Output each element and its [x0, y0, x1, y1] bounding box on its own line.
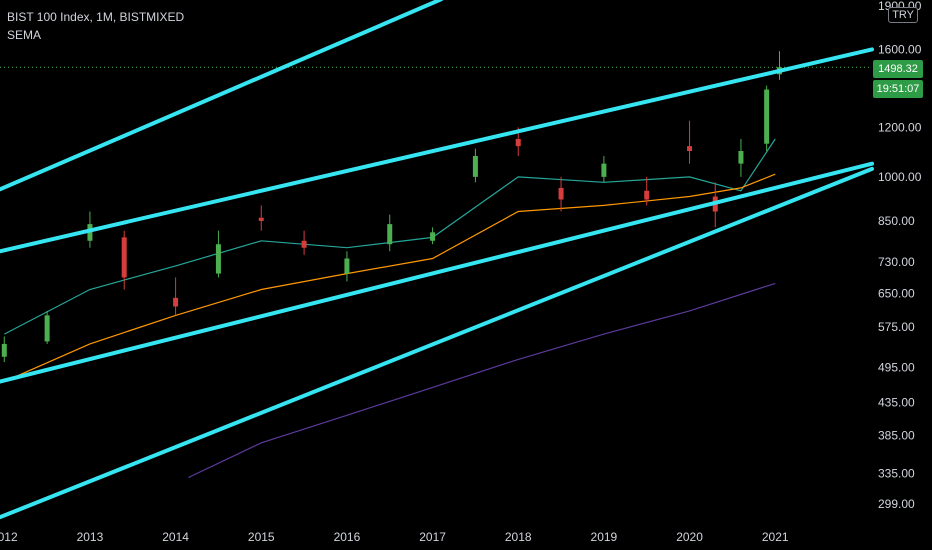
last-price-tag: 1498.32	[873, 60, 923, 78]
candle-body-9	[387, 224, 393, 245]
candle-body-10	[430, 232, 436, 241]
y-tick-label: 435.00	[878, 396, 915, 410]
channel-line-1	[0, 47, 874, 254]
x-tick-label: 2013	[77, 530, 104, 544]
x-tick-label: 2015	[248, 530, 275, 544]
y-tick-label: 650.00	[878, 287, 915, 301]
channel-line-2	[0, 161, 874, 384]
candle-body-15	[644, 190, 650, 200]
candle-body-7	[301, 240, 307, 248]
candle-body-6	[258, 217, 264, 221]
candle-body-1	[44, 315, 50, 342]
y-tick-label: 1200.00	[878, 120, 922, 134]
x-tick-label: 2018	[505, 530, 532, 544]
countdown-tag: 19:51:07	[873, 80, 923, 98]
candle-body-12	[515, 138, 521, 147]
moving-average-line-2	[188, 282, 776, 479]
x-tick-label: 2019	[591, 530, 618, 544]
x-tick-label: 2012	[0, 530, 18, 544]
candle-body-11	[472, 155, 478, 177]
x-tick-label: 2016	[334, 530, 361, 544]
x-tick-label: 2021	[762, 530, 789, 544]
candle-body-3	[121, 237, 127, 278]
y-tick-label: 850.00	[878, 214, 915, 228]
x-tick-label: 2017	[419, 530, 446, 544]
currency-button[interactable]: TRY	[888, 7, 918, 23]
candle-body-8	[344, 258, 350, 274]
candle-body-18	[738, 151, 744, 164]
channel-line-3	[0, 166, 874, 520]
y-tick-label: 335.00	[878, 466, 915, 480]
y-tick-label: 575.00	[878, 320, 915, 334]
y-tick-label: 1600.00	[878, 42, 922, 56]
x-tick-label: 2014	[162, 530, 189, 544]
candle-body-13	[558, 187, 564, 200]
y-tick-label: 495.00	[878, 361, 915, 375]
indicator-label: SEMA	[7, 28, 42, 42]
candle-body-14	[601, 163, 607, 177]
candle-body-19	[764, 89, 770, 144]
y-tick-label: 385.00	[878, 429, 915, 443]
channel-line-0	[0, 0, 443, 192]
candle-body-5	[215, 244, 221, 274]
candle-body-16	[687, 146, 693, 152]
x-tick-label: 2020	[676, 530, 703, 544]
y-tick-label: 730.00	[878, 255, 915, 269]
y-tick-label: 299.00	[878, 497, 915, 511]
chart-title: BIST 100 Index, 1M, BISTMIXED	[7, 10, 185, 24]
moving-average-line-1	[4, 173, 776, 383]
candle-body-4	[173, 297, 179, 307]
y-tick-label: 1000.00	[878, 170, 922, 184]
candle-body-0	[1, 343, 7, 357]
